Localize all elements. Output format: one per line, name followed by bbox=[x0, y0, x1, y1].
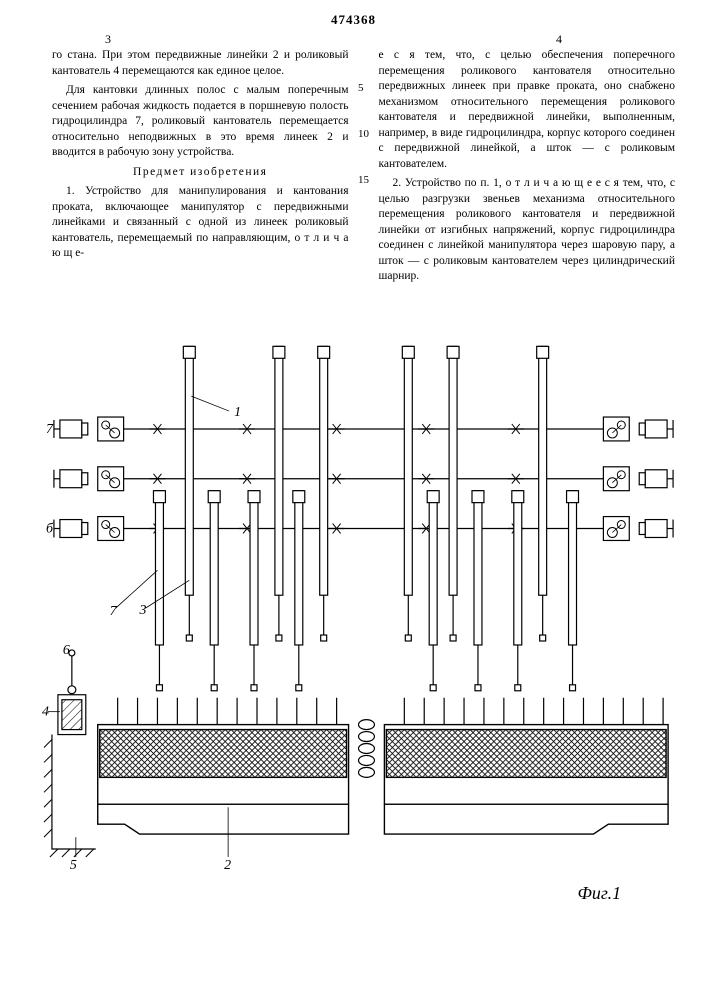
right-p2: 2. Устройство по п. 1, о т л и ч а ю щ е… bbox=[379, 176, 676, 285]
left-p2: Для кантовки длинных полос с малым попер… bbox=[52, 83, 349, 161]
left-column: го стана. При этом передвижные линейки 2… bbox=[52, 48, 349, 289]
svg-text:7: 7 bbox=[110, 604, 118, 619]
manipulator-right bbox=[384, 698, 668, 834]
left-p3: 1. Устройство для манипулирования и кант… bbox=[52, 184, 349, 262]
text-columns: го стана. При этом передвижные линейки 2… bbox=[52, 48, 675, 289]
manipulator-left bbox=[98, 698, 349, 834]
svg-text:2: 2 bbox=[224, 858, 231, 873]
hydraulic-cylinders bbox=[153, 346, 578, 690]
page-number-right: 4 bbox=[556, 32, 562, 47]
tilter-assembly bbox=[44, 650, 96, 857]
svg-text:6: 6 bbox=[63, 643, 70, 658]
right-column: е с я тем, что, с целью обеспечения попе… bbox=[379, 48, 676, 289]
svg-text:7: 7 bbox=[46, 422, 54, 437]
svg-text:1: 1 bbox=[234, 405, 241, 420]
svg-text:5: 5 bbox=[70, 858, 77, 873]
section-title: Предмет изобретения bbox=[52, 165, 349, 181]
patent-number: 474368 bbox=[0, 12, 707, 28]
shafts bbox=[124, 424, 604, 533]
svg-text:3: 3 bbox=[139, 603, 147, 618]
svg-text:б: б bbox=[46, 521, 54, 536]
figure-label: Фиг.1 bbox=[578, 883, 622, 903]
roller-stack bbox=[359, 720, 375, 778]
figure-1: 7 б 1 7 3 6 4 5 2 Фиг.1 bbox=[40, 310, 687, 970]
right-p1: е с я тем, что, с целью обеспечения попе… bbox=[379, 48, 676, 172]
svg-text:4: 4 bbox=[42, 705, 49, 720]
left-p1: го стана. При этом передвижные линейки 2… bbox=[52, 48, 349, 79]
page-number-left: 3 bbox=[105, 32, 111, 47]
